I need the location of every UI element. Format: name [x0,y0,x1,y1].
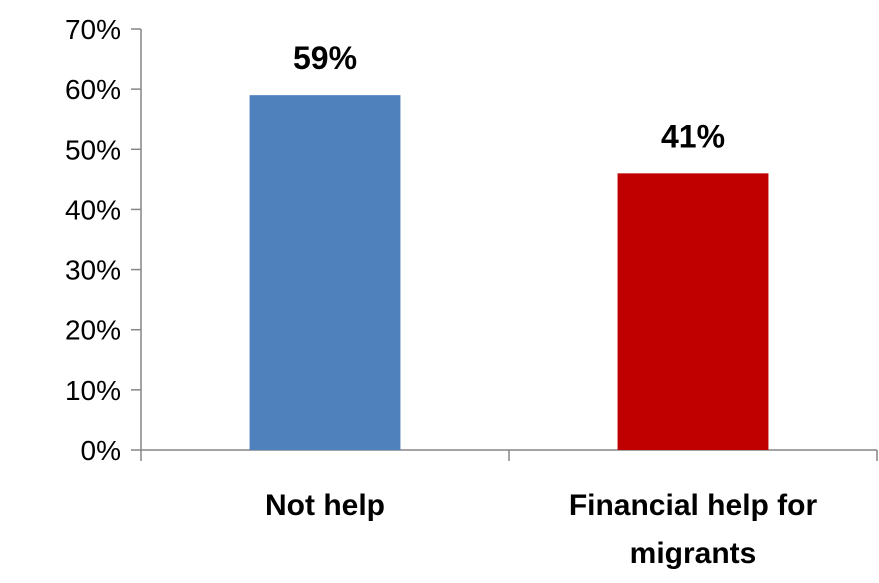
bar [249,95,401,451]
y-tick-label: 20% [65,315,121,346]
y-tick-label: 30% [65,255,121,286]
category-label: Not help [265,489,385,522]
category-labels: Not help Financial help for migrants [265,489,818,570]
x-axis-ticks [140,450,878,461]
y-tick-label: 0% [81,435,121,466]
category-label-line: Not help [265,489,385,522]
y-tick-label: 70% [65,14,121,45]
data-label: 59% [293,40,357,76]
y-axis-ticks: 0% 10% 20% 30% 40% 50% 60% 70% [65,14,141,466]
y-tick-label: 10% [65,375,121,406]
category-label-line: migrants [630,537,757,570]
bar [617,173,769,451]
data-label: 41% [661,118,725,154]
y-tick-label: 40% [65,194,121,225]
data-labels: 59% 41% [293,40,725,154]
y-tick-label: 50% [65,134,121,165]
category-label: Financial help for migrants [569,489,818,570]
bars [249,95,769,451]
category-label-line: Financial help for [569,489,818,522]
y-tick-label: 60% [65,74,121,105]
